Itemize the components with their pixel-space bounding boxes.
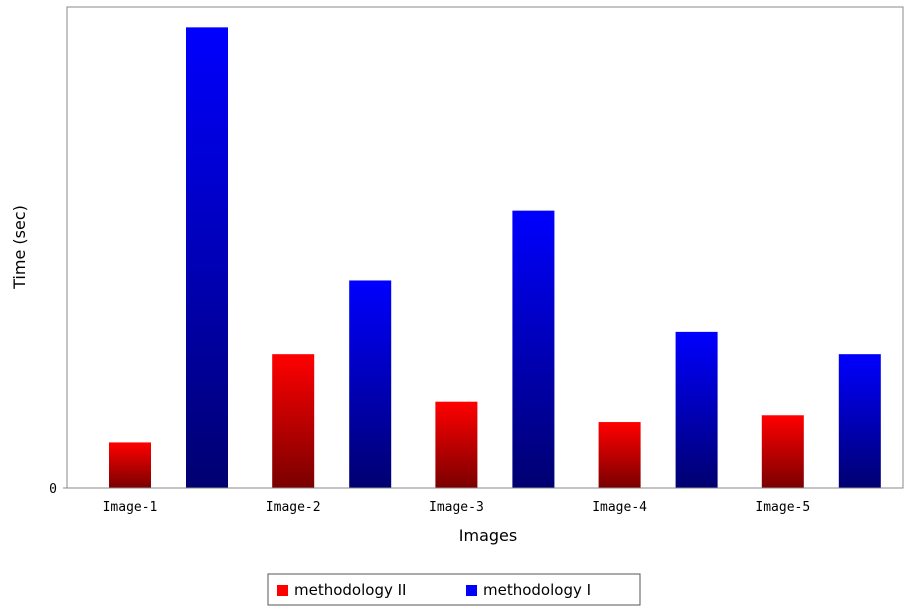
bar-image-3-series-0 [435, 401, 478, 488]
x-tick-label: Image-5 [755, 500, 810, 515]
bar-image-1-series-0 [109, 442, 151, 488]
legend-label-methodology-ii: methodology II [294, 581, 406, 599]
x-axis-title: Images [459, 526, 517, 545]
legend-swatch-methodology-ii [277, 585, 288, 596]
x-tick-labels: Image-1 Image-2 Image-3 Image-4 Image-5 [103, 500, 811, 515]
legend: methodology II methodology I [267, 573, 641, 606]
y-axis-title: Time (sec) [10, 205, 29, 290]
x-tick-label: Image-2 [266, 500, 321, 515]
bar-image-3-series-1 [512, 210, 555, 488]
bar-image-4-series-1 [675, 331, 718, 488]
bar-image-4-series-0 [598, 422, 641, 488]
bar-image-2-series-0 [272, 354, 315, 488]
bar-image-2-series-1 [349, 280, 392, 488]
y-ticks: 0 [49, 482, 67, 497]
legend-swatch-methodology-i [466, 585, 477, 596]
legend-box [267, 573, 641, 606]
y-tick-label: 0 [49, 482, 57, 497]
bar-image-1-series-1 [186, 27, 228, 488]
legend-label-methodology-i: methodology I [483, 581, 591, 599]
x-tick-label: Image-3 [429, 500, 484, 515]
bar-image-5-series-1 [838, 354, 881, 488]
bars [109, 27, 881, 488]
bar-image-5-series-0 [761, 415, 804, 488]
x-tick-label: Image-1 [103, 500, 158, 515]
x-tick-label: Image-4 [592, 500, 647, 515]
